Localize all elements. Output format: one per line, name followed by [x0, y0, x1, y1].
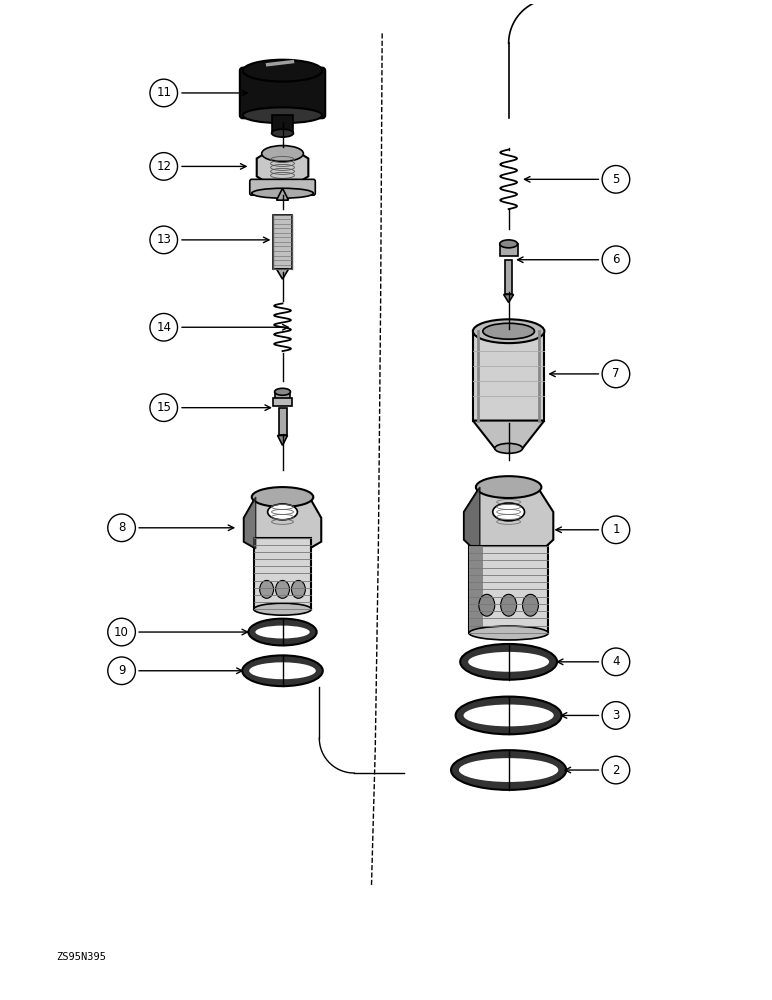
Polygon shape: [276, 188, 289, 200]
Polygon shape: [464, 487, 554, 555]
Ellipse shape: [482, 323, 534, 339]
Ellipse shape: [468, 652, 549, 672]
Text: ZS95N395: ZS95N395: [56, 952, 107, 962]
Polygon shape: [473, 421, 544, 448]
Bar: [275, 392, 290, 400]
Bar: [273, 215, 293, 269]
Ellipse shape: [243, 60, 322, 82]
Ellipse shape: [249, 619, 317, 645]
Bar: [469, 546, 548, 633]
Ellipse shape: [292, 580, 306, 598]
Ellipse shape: [275, 388, 290, 395]
Polygon shape: [257, 154, 308, 181]
Polygon shape: [503, 294, 513, 302]
Ellipse shape: [268, 504, 297, 520]
Text: 5: 5: [612, 173, 620, 186]
Ellipse shape: [254, 603, 311, 615]
Ellipse shape: [463, 705, 554, 726]
Text: 1: 1: [612, 523, 620, 536]
Ellipse shape: [523, 594, 538, 616]
Text: 10: 10: [114, 626, 129, 639]
Ellipse shape: [493, 503, 524, 521]
Bar: [473, 331, 544, 421]
Ellipse shape: [252, 487, 313, 507]
Ellipse shape: [476, 476, 541, 498]
Bar: [505, 260, 512, 294]
Bar: [469, 546, 482, 633]
Ellipse shape: [451, 750, 566, 790]
Text: 7: 7: [612, 367, 620, 380]
Text: 6: 6: [612, 253, 620, 266]
FancyBboxPatch shape: [250, 179, 315, 195]
Ellipse shape: [272, 129, 293, 137]
Ellipse shape: [243, 107, 322, 123]
Bar: [254, 538, 311, 609]
Ellipse shape: [249, 662, 316, 679]
Text: 12: 12: [156, 160, 171, 173]
Text: 11: 11: [156, 86, 171, 99]
Text: 8: 8: [118, 521, 125, 534]
Polygon shape: [244, 497, 321, 549]
Ellipse shape: [262, 146, 303, 161]
Bar: [499, 244, 517, 256]
Ellipse shape: [455, 697, 562, 734]
Bar: [272, 115, 293, 133]
Ellipse shape: [479, 594, 495, 616]
Ellipse shape: [242, 655, 323, 686]
Ellipse shape: [256, 626, 310, 638]
Polygon shape: [464, 487, 480, 555]
FancyBboxPatch shape: [240, 68, 325, 118]
Text: 15: 15: [156, 401, 171, 414]
Ellipse shape: [473, 319, 544, 343]
Ellipse shape: [495, 443, 523, 453]
Ellipse shape: [460, 644, 557, 680]
Bar: [273, 398, 293, 406]
Ellipse shape: [469, 626, 548, 640]
Ellipse shape: [276, 580, 290, 598]
Bar: [279, 408, 286, 435]
Text: 9: 9: [118, 664, 125, 677]
Ellipse shape: [259, 580, 273, 598]
Polygon shape: [278, 435, 287, 445]
Text: 3: 3: [612, 709, 620, 722]
Text: 13: 13: [156, 233, 171, 246]
Polygon shape: [276, 269, 289, 279]
Text: 14: 14: [156, 321, 171, 334]
Text: 2: 2: [612, 764, 620, 777]
Ellipse shape: [501, 594, 516, 616]
Ellipse shape: [499, 240, 517, 248]
Ellipse shape: [252, 188, 313, 198]
Text: 4: 4: [612, 655, 620, 668]
Polygon shape: [244, 497, 256, 549]
Ellipse shape: [459, 758, 558, 782]
